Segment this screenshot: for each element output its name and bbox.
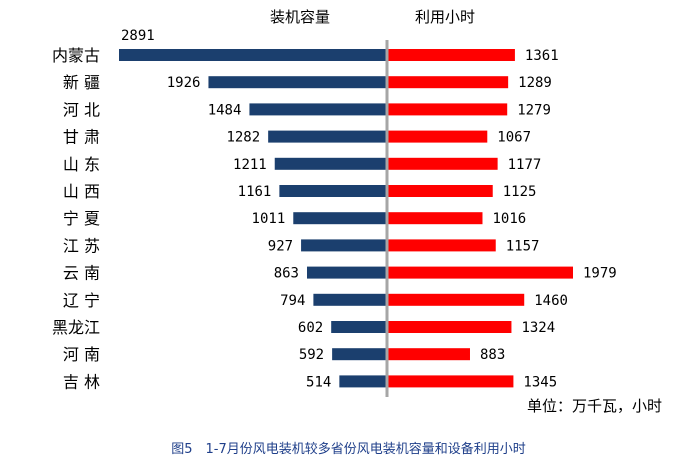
category-label: 山 东 [63,155,100,174]
bar-left [249,103,387,116]
value-label-left: 1282 [226,130,260,146]
bar-right [387,103,508,116]
category-label: 河 北 [63,100,100,119]
value-label-right: 1361 [525,48,559,64]
value-label-right: 1177 [508,157,542,173]
bar-right [387,266,573,279]
category-label: 辽 宁 [63,291,100,310]
value-label-left: 927 [268,238,293,254]
bar-right [387,212,483,225]
bar-left [208,76,387,89]
series-header-left: 装机容量 [270,8,330,26]
value-label-right: 1324 [521,320,555,336]
bar-left [279,185,387,197]
bar-right [387,293,525,306]
bar-left [339,375,387,388]
value-label-left: 1484 [208,102,242,118]
value-label-left: 1161 [238,184,272,200]
value-label-right: 1067 [497,130,531,146]
value-label-right: 1460 [534,293,568,309]
value-label-right: 883 [480,347,505,363]
bar-left [331,321,387,333]
bar-right [387,375,514,388]
category-label: 甘 肃 [63,128,100,147]
bar-right [387,76,509,89]
category-label: 宁 夏 [63,209,100,228]
bar-right [387,49,515,61]
category-label: 新 疆 [63,73,100,92]
value-label-left: 794 [280,293,305,309]
value-label-right: 1157 [506,238,540,254]
value-label-left: 602 [298,320,323,336]
value-label-left: 2891 [121,28,155,44]
bar-left [313,293,387,306]
category-label: 河 南 [63,345,100,364]
value-label-right: 1016 [492,211,526,227]
value-label-right: 1979 [583,266,617,282]
value-label-left: 1926 [167,75,201,91]
bar-left [119,49,387,61]
category-label: 黑龙江 [52,318,100,337]
category-label: 云 南 [63,264,100,283]
bar-right [387,348,470,361]
value-label-left: 1211 [233,157,267,173]
value-label-left: 863 [274,266,299,282]
value-label-left: 514 [306,374,331,390]
bar-left [301,239,387,252]
value-label-right: 1345 [523,374,557,390]
category-label: 吉 林 [63,372,100,391]
bar-left [306,266,387,279]
value-label-left: 1011 [252,211,286,227]
bar-left [268,130,387,143]
value-label-left: 592 [299,347,324,363]
unit-note: 单位：万千瓦，小时 [527,397,662,415]
category-label: 江 苏 [63,236,100,255]
value-label-right: 1289 [518,75,552,91]
bar-right [387,157,498,170]
series-header-right: 利用小时 [415,8,475,26]
value-label-right: 1125 [503,184,537,200]
bar-right [387,130,488,143]
value-label-right: 1279 [517,102,551,118]
bar-left [274,157,387,170]
bar-left [332,348,387,361]
bar-right [387,321,512,333]
category-label: 山 西 [63,182,100,201]
bar-right [387,239,496,252]
category-label: 内蒙古 [52,46,100,65]
bar-left [293,212,387,225]
figure-caption: 图5 1-7月份风电装机较多省份风电装机容量和设备利用小时 [171,442,526,457]
bar-right [387,185,493,197]
